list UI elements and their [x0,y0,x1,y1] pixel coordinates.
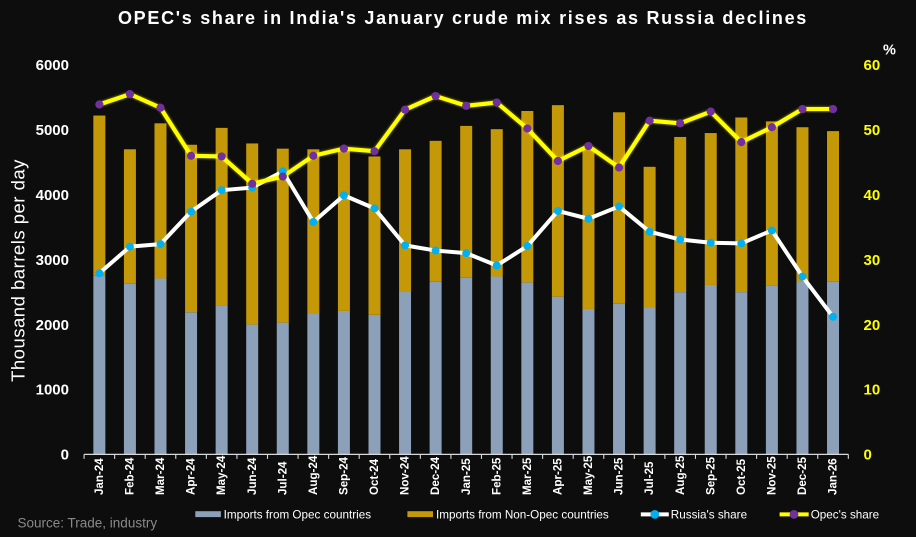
svg-text:1000: 1000 [36,382,69,399]
svg-text:0: 0 [61,447,69,464]
svg-text:6000: 6000 [36,57,69,74]
svg-text:Mar-24: Mar-24 [154,457,167,495]
svg-text:60: 60 [864,57,881,74]
svg-text:Opec's share: Opec's share [811,508,880,521]
svg-text:Imports from Non-Opec countrie: Imports from Non-Opec countries [436,508,609,521]
svg-text:Jul-25: Jul-25 [643,461,656,495]
svg-text:Mar-25: Mar-25 [521,457,534,495]
svg-text:Oct-25: Oct-25 [735,458,748,495]
svg-text:3000: 3000 [36,252,69,269]
svg-text:OPEC's share in India's Januar: OPEC's share in India's January crude mi… [118,8,808,28]
svg-text:Feb-24: Feb-24 [124,457,137,495]
svg-text:Aug-24: Aug-24 [307,455,320,495]
svg-text:2000: 2000 [36,317,69,334]
svg-text:Oct-24: Oct-24 [368,458,381,495]
svg-text:30: 30 [864,252,881,269]
svg-text:Thousand barrels per day: Thousand barrels per day [8,159,29,382]
svg-text:4000: 4000 [36,187,69,204]
svg-text:%: % [883,43,896,59]
svg-text:Imports from Opec countries: Imports from Opec countries [224,508,372,521]
svg-text:Apr-25: Apr-25 [552,458,565,495]
svg-text:Sep-25: Sep-25 [704,456,717,495]
svg-text:Jan-26: Jan-26 [827,458,840,495]
svg-text:Jun-24: Jun-24 [246,457,259,495]
svg-text:Feb-25: Feb-25 [490,457,503,495]
svg-text:Jan-24: Jan-24 [93,458,106,495]
svg-text:50: 50 [864,122,881,139]
svg-text:Source: Trade, industry: Source: Trade, industry [18,516,158,531]
svg-text:Aug-25: Aug-25 [674,455,687,495]
svg-text:10: 10 [864,382,881,399]
svg-text:Sep-24: Sep-24 [338,456,351,495]
svg-text:5000: 5000 [36,122,69,139]
svg-text:40: 40 [864,187,881,204]
svg-text:Jun-25: Jun-25 [613,457,626,495]
svg-text:May-25: May-25 [582,455,595,495]
svg-text:Nov-25: Nov-25 [765,456,778,495]
svg-text:Jul-24: Jul-24 [276,461,289,495]
svg-text:20: 20 [864,317,881,334]
svg-text:Jan-25: Jan-25 [460,458,473,495]
svg-text:Dec-25: Dec-25 [796,456,809,495]
svg-text:Apr-24: Apr-24 [185,458,198,495]
svg-text:Nov-24: Nov-24 [399,456,412,495]
svg-text:Dec-24: Dec-24 [429,456,442,495]
svg-text:May-24: May-24 [215,455,228,495]
svg-text:Russia's share: Russia's share [671,508,747,521]
svg-text:0: 0 [864,447,872,464]
